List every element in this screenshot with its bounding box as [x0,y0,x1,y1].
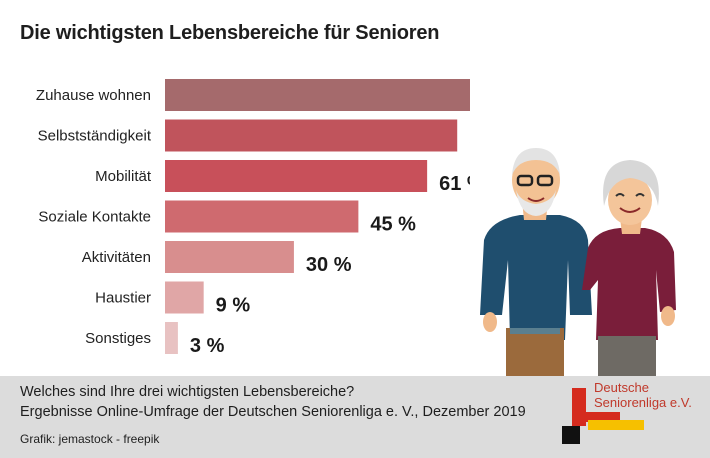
man-figure [480,148,592,376]
bar [165,79,470,111]
chart-title: Die wichtigsten Lebensbereiche für Senio… [20,22,440,44]
logo-black-square [562,426,580,444]
category-label: Sonstiges [85,330,151,347]
bar-chart: Zuhause wohnen74 %Selbstständigkeit68 %M… [36,79,470,357]
senior-couple-illustration [480,148,676,376]
bar [165,119,458,152]
value-label: 30 % [306,254,352,276]
logo-text: Deutsche Seniorenliga e.V. [594,380,692,410]
survey-question: Welches sind Ihre drei wichtigsten Leben… [20,384,355,400]
bar [165,160,428,192]
bar [165,281,204,314]
category-label: Aktivitäten [82,249,151,266]
graphic-credit: Grafik: jemastock - freepik [20,432,160,446]
category-label: Zuhause wohnen [36,87,151,104]
logo-red-bar [572,388,586,426]
value-label: 61 % [439,173,470,195]
category-label: Soziale Kontakte [38,209,151,226]
bar [165,241,294,273]
logo-yellow-stripe [588,420,644,430]
bar [165,322,178,354]
footer-panel: Welches sind Ihre drei wichtigsten Leben… [0,376,710,458]
value-label: 3 % [190,335,225,357]
bar [165,200,359,233]
value-label: 9 % [216,295,251,317]
survey-source: Ergebnisse Online-Umfrage der Deutschen … [20,404,526,420]
category-label: Selbstständigkeit [38,128,152,145]
logo-red-stripe [586,412,620,422]
value-label: 45 % [370,214,416,236]
category-label: Haustier [95,290,151,307]
category-label: Mobilität [95,168,152,185]
value-label: 68 % [469,133,470,155]
woman-figure [582,160,676,376]
seniorenliga-logo: Deutsche Seniorenliga e.V. [562,376,710,458]
